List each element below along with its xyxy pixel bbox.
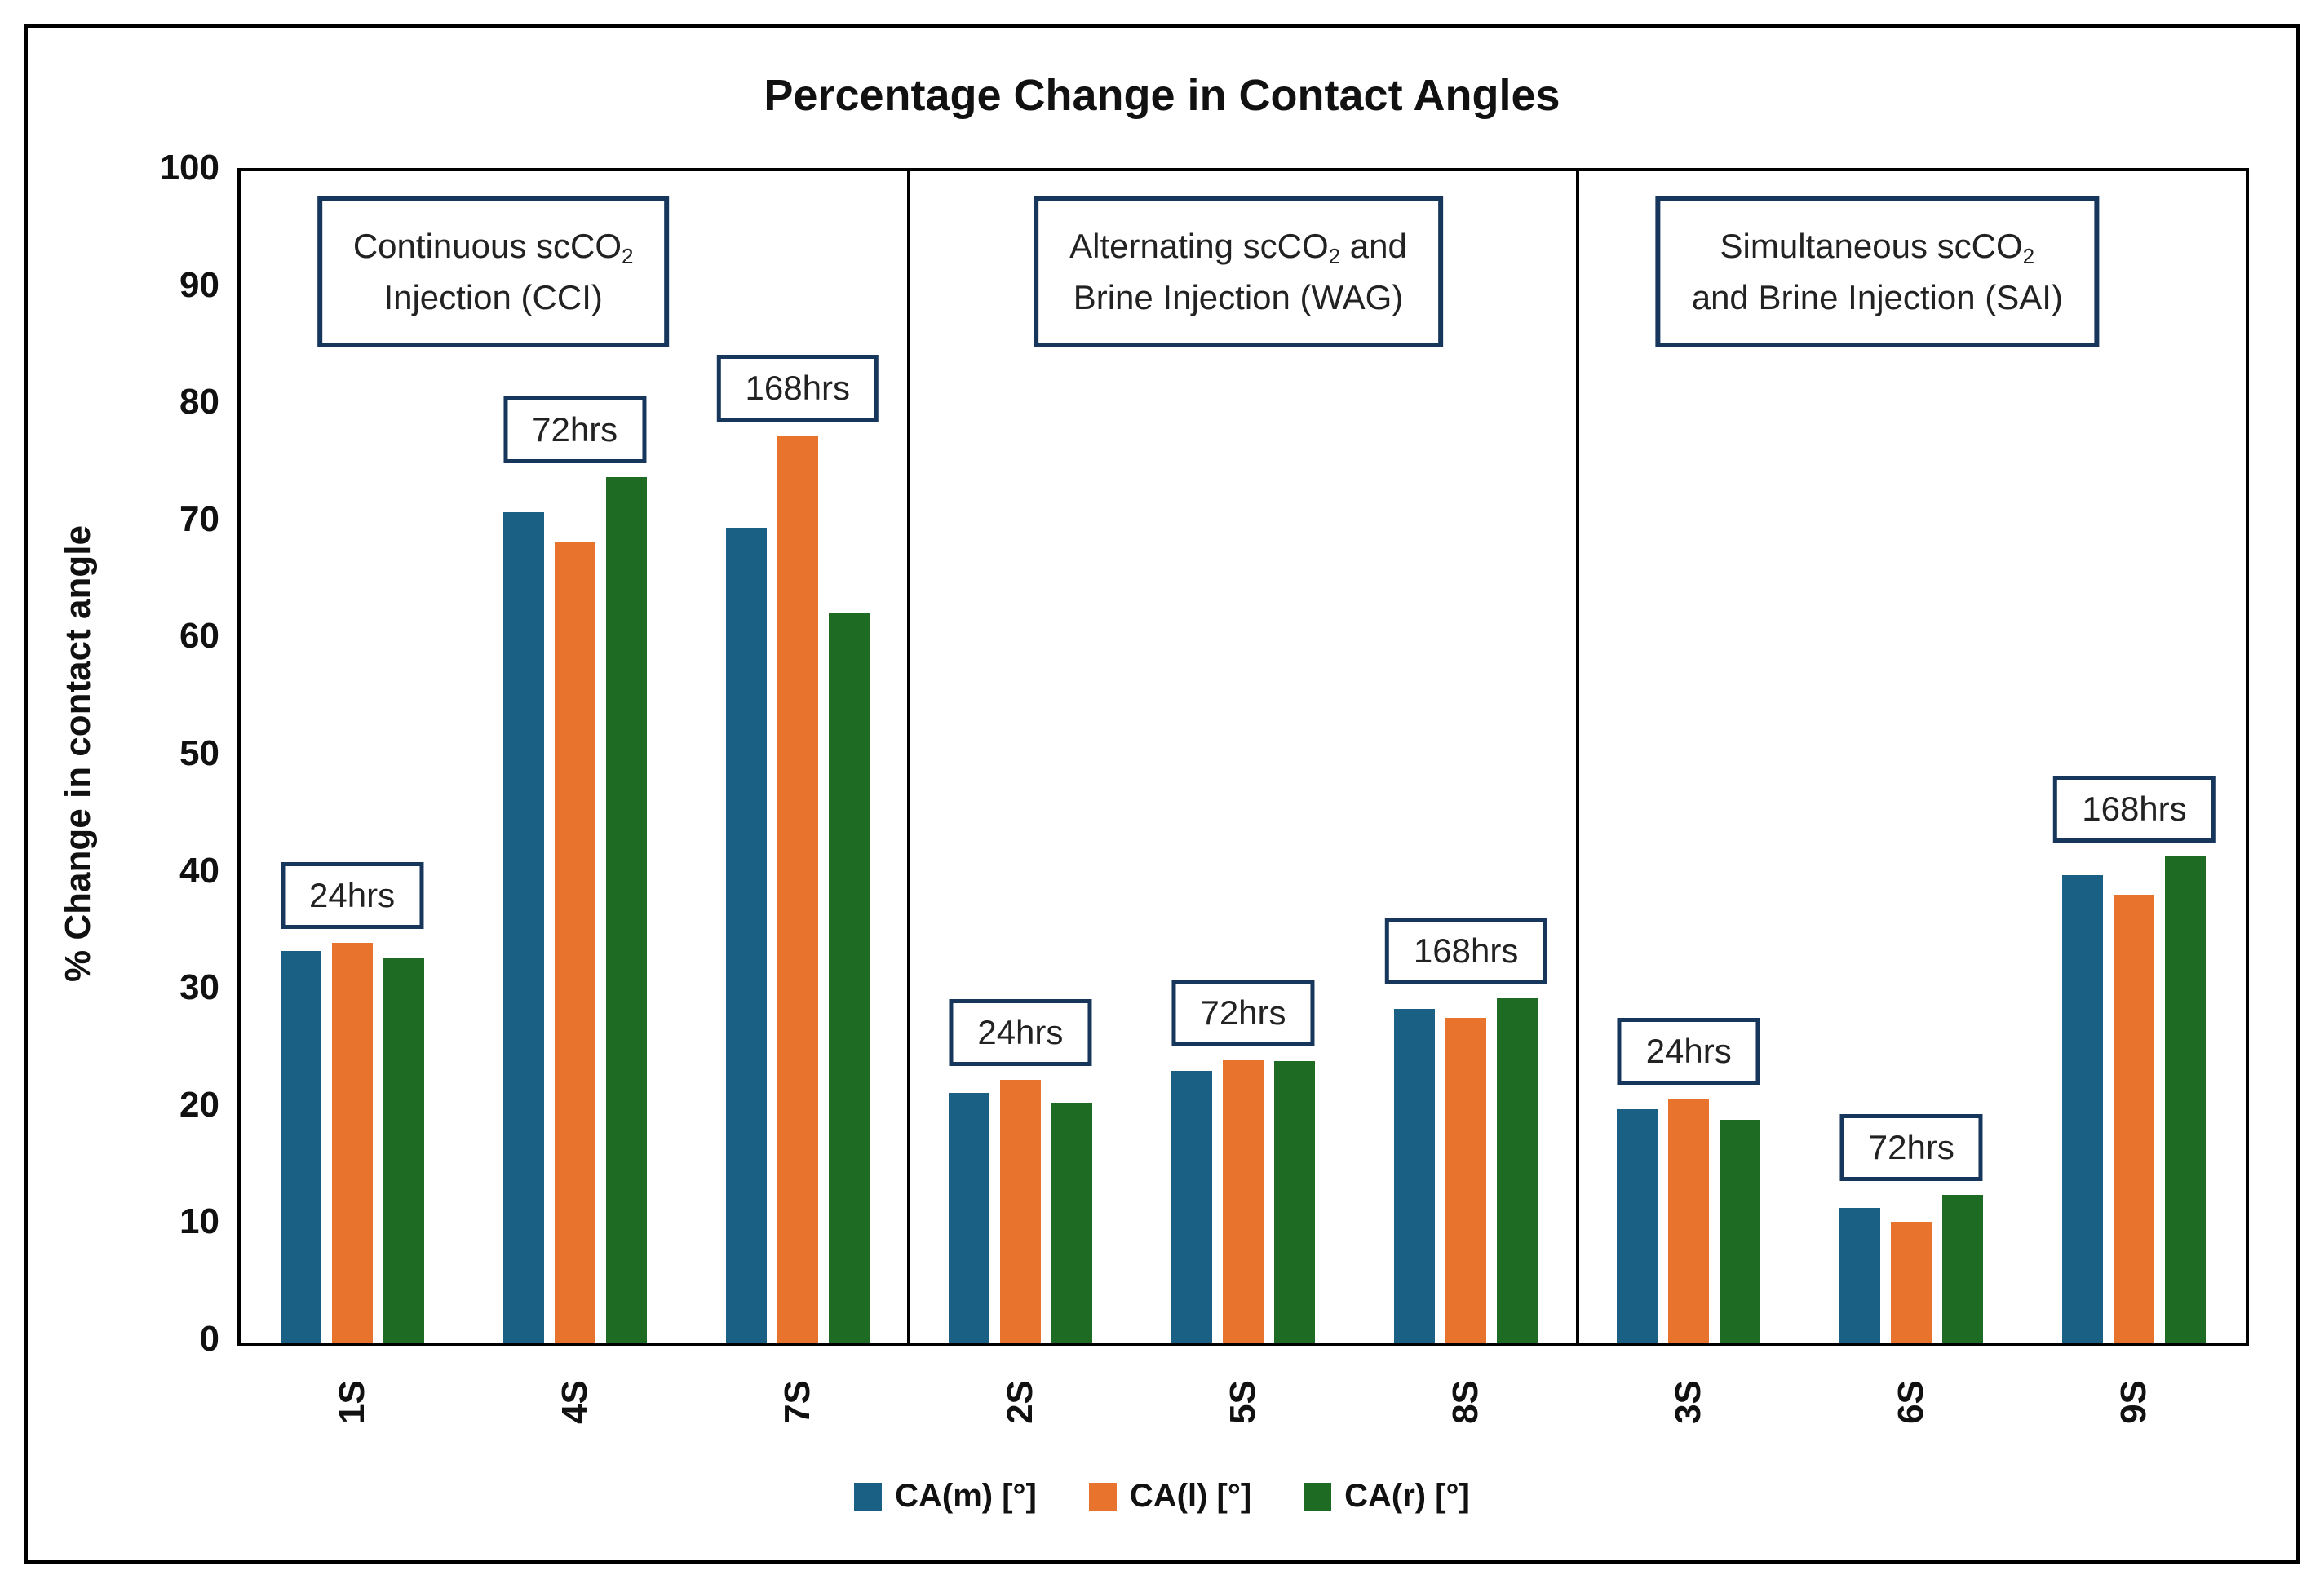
section-label-box-sai: Simultaneous scCO2 and Brine Injection (S… [1655,196,2099,347]
legend-label: CA(l) [°] [1129,1478,1252,1514]
x-category-label-text: 1S [331,1380,372,1424]
subscript: 2 [1328,244,1341,269]
bar-3s-series3 [1720,1120,1761,1343]
bar-9s-series2 [2114,895,2155,1343]
annotation-box-7s: 168hrs [716,355,879,422]
y-tick-label-60: 60 [179,616,219,657]
x-category-label-text: 8S [1445,1380,1486,1424]
section-label-line: Continuous scCO2 [353,220,634,272]
x-category-label-text: 7S [777,1380,817,1424]
legend-label: CA(m) [°] [895,1478,1037,1514]
legend-swatch [854,1482,883,1511]
bar-6s-series3 [1942,1195,1984,1343]
chart-figure: Percentage Change in Contact Angles % Ch… [24,24,2300,1564]
x-category-label-text: 4S [554,1380,595,1424]
legend: CA(m) [°] CA(l) [°] CA(r) [°] [28,1478,2296,1515]
bar-4s-series1 [502,511,544,1343]
plot-area: Continuous scCO2 Injection (CCI) Alternati… [237,168,2249,1346]
bar-6s-series2 [1891,1222,1932,1343]
y-tick-label-20: 20 [179,1084,219,1125]
bar-7s-series3 [828,613,870,1343]
annotation-box-6s: 72hrs [1839,1113,1983,1181]
section-label-text: and Brine Injection (SAI) [1691,278,2063,316]
bar-6s-series1 [1839,1207,1881,1343]
section-label-text: Alternating scCO [1069,227,1329,265]
section-divider [907,171,911,1343]
y-tick-label-30: 30 [179,967,219,1008]
subscript: 2 [621,244,634,269]
legend-item: CA(r) [°] [1304,1478,1470,1515]
annotation-box-3s: 24hrs [1617,1018,1760,1086]
chart-title: Percentage Change in Contact Angles [764,71,1560,120]
bar-7s-series2 [777,436,818,1343]
bar-2s-series2 [999,1080,1041,1343]
bar-8s-series2 [1445,1018,1487,1343]
legend-label: CA(r) [°] [1344,1478,1470,1514]
y-tick-label-80: 80 [179,382,219,422]
y-tick-label-90: 90 [179,264,219,305]
section-label-text: Brine Injection (WAG) [1073,278,1404,316]
annotation-box-9s: 168hrs [2053,775,2216,843]
legend-item: CA(l) [°] [1088,1478,1252,1515]
bar-2s-series1 [948,1093,989,1343]
x-category-label-text: 3S [1668,1380,1709,1424]
annotation-box-2s: 24hrs [949,999,1092,1067]
section-label-box-cci: Continuous scCO2 Injection (CCI) [317,196,670,347]
legend-swatch [1304,1482,1332,1511]
bar-1s-series3 [383,958,424,1343]
section-label-line: Brine Injection (WAG) [1069,272,1407,323]
legend-swatch [1088,1482,1117,1511]
bar-9s-series3 [2165,856,2207,1343]
section-label-line: and Brine Injection (SAI) [1692,272,2063,323]
annotation-box-4s: 72hrs [503,396,647,463]
section-label-text: and [1340,227,1407,265]
bar-5s-series1 [1171,1070,1212,1343]
section-label-text: Continuous scCO [352,227,622,265]
section-label-line: Injection (CCI) [353,272,634,323]
x-category-label-text: 5S [1223,1380,1263,1424]
bar-9s-series1 [2062,875,2104,1343]
subscript: 2 [2022,244,2035,269]
section-label-text: Simultaneous scCO [1720,227,2023,265]
bar-5s-series2 [1223,1059,1264,1343]
legend-item: CA(m) [°] [854,1478,1037,1515]
bar-2s-series3 [1051,1102,1092,1343]
y-tick-label-40: 40 [179,850,219,891]
annotation-box-5s: 72hrs [1171,979,1315,1046]
section-label-box-wag: Alternating scCO2 and Brine Injection (WA… [1034,196,1443,347]
section-label-line: Alternating scCO2 and [1069,220,1407,272]
bar-4s-series3 [605,476,647,1343]
bar-4s-series2 [554,542,595,1343]
section-label-line: Simultaneous scCO2 [1692,220,2063,272]
y-tick-label-50: 50 [179,733,219,773]
y-tick-label-0: 0 [199,1319,219,1359]
annotation-box-8s: 168hrs [1384,917,1547,984]
bar-3s-series2 [1668,1099,1710,1343]
y-tick-label-70: 70 [179,498,219,539]
bar-3s-series1 [1617,1109,1658,1343]
bar-1s-series1 [280,951,321,1343]
x-category-label-text: 9S [2114,1380,2154,1424]
y-tick-label-100: 100 [159,148,219,188]
x-category-label-text: 2S [999,1380,1040,1424]
bar-7s-series1 [725,527,767,1343]
bar-1s-series2 [331,943,373,1343]
bar-8s-series1 [1394,1008,1436,1343]
bar-5s-series3 [1274,1061,1315,1343]
annotation-box-1s: 24hrs [281,862,424,930]
section-divider [1575,171,1579,1343]
y-tick-label-10: 10 [179,1201,219,1242]
x-category-label-text: 6S [1891,1380,1932,1424]
bar-8s-series3 [1497,997,1538,1343]
section-label-text: Injection (CCI) [383,278,603,316]
